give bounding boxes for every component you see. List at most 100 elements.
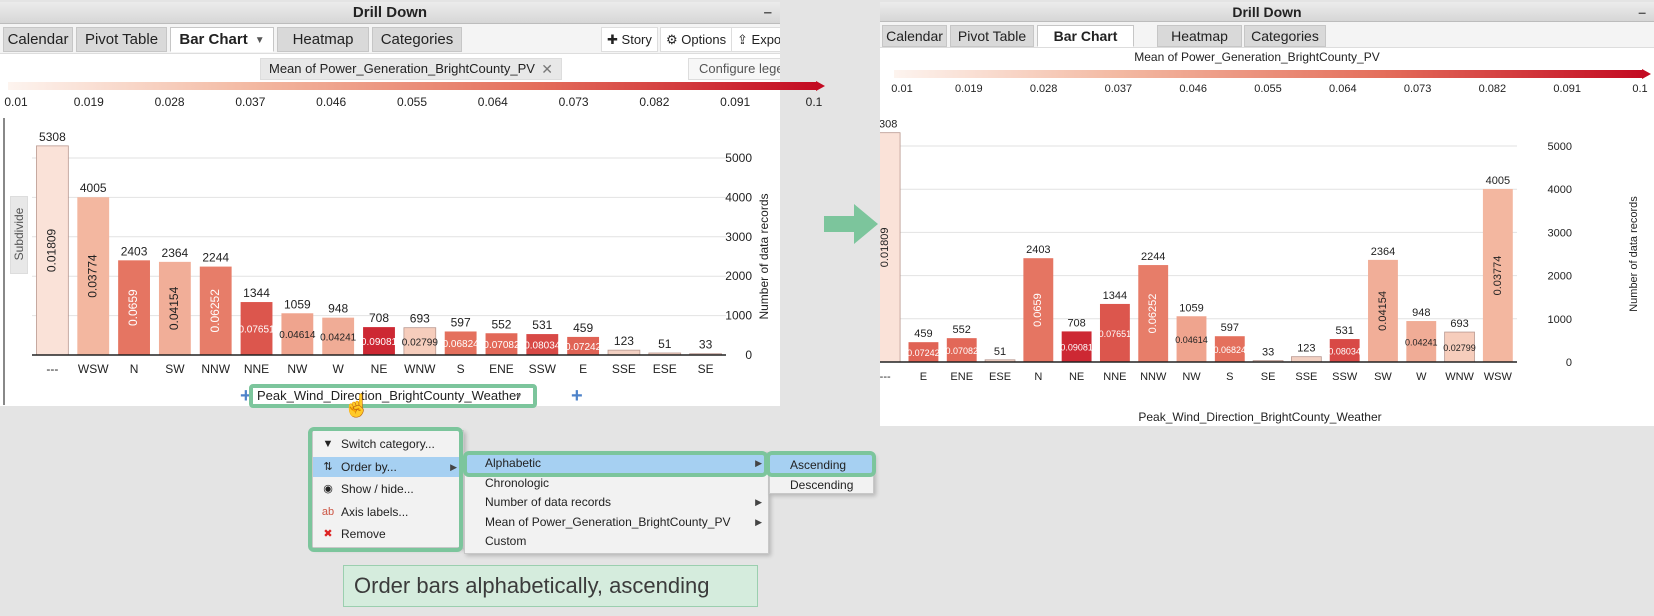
- bar: [946, 338, 977, 362]
- bar-count-label: 708: [369, 311, 389, 325]
- legend-tick-label: 0.073: [558, 95, 589, 109]
- bar: [1368, 259, 1398, 362]
- bar-mean-label: 0.01809: [880, 227, 891, 267]
- tab-bar-chart[interactable]: Bar Chart: [1037, 25, 1134, 47]
- legend-end-marker: [1642, 69, 1651, 79]
- x-tick-label: ---: [880, 371, 891, 383]
- x-tick-label: SW: [1374, 371, 1392, 383]
- x-tick-label: WSW: [78, 362, 109, 376]
- menu-item-label: Chronologic: [485, 475, 550, 490]
- chevron-down-icon[interactable]: ▼: [514, 391, 523, 401]
- close-icon[interactable]: ✕: [541, 61, 553, 77]
- bar-count-label: 948: [328, 302, 348, 316]
- export-button[interactable]: ⇪ Export: [731, 27, 780, 52]
- bar-count-label: 2244: [1141, 251, 1165, 263]
- menu-item-axis-labels[interactable]: ab Axis labels...: [313, 502, 463, 522]
- legend-tick-label: 0.028: [154, 95, 185, 109]
- bar-mean-label: 0.08034: [1328, 347, 1361, 357]
- bar-count-label: 459: [573, 321, 593, 335]
- tab-categories[interactable]: Categories: [1244, 25, 1326, 47]
- tab-heatmap[interactable]: Heatmap: [277, 27, 369, 52]
- tab-bar: Calendar Pivot Table Bar Chart ▼ Heatmap …: [0, 24, 780, 54]
- legend-tick-label: 0.064: [477, 95, 508, 109]
- menu-item-label: Mean of Power_Generation_BrightCounty_PV: [485, 514, 731, 529]
- legend-tick-label: 0.019: [955, 83, 983, 95]
- tab-pivot-table[interactable]: Pivot Table: [76, 27, 167, 52]
- legend-tick-label: 0.055: [396, 95, 428, 109]
- x-tick-label: NE: [371, 362, 388, 376]
- bar-count-label: 1059: [1179, 302, 1203, 314]
- menu-item-show-hide[interactable]: ◉ Show / hide...: [313, 479, 463, 499]
- x-tick-label: WNW: [1445, 371, 1474, 383]
- order-by-submenu: Alphabetic ▶ Chronologic Number of data rec…: [464, 452, 769, 554]
- bar: [36, 145, 69, 356]
- bar: [281, 313, 314, 355]
- story-button[interactable]: ✚ Story: [601, 27, 658, 52]
- tab-calendar[interactable]: Calendar: [3, 27, 73, 52]
- menu-item-label: Order by...: [341, 459, 397, 474]
- bar: [526, 334, 559, 355]
- measure-chip[interactable]: Mean of Power_Generation_BrightCounty_PV…: [260, 58, 562, 80]
- add-dimension-right-icon[interactable]: +: [571, 385, 583, 407]
- menu-item-order-by[interactable]: ⇅ Order by... ▶: [313, 456, 463, 477]
- menu-item-label: Alphabetic: [485, 456, 542, 470]
- tab-categories[interactable]: Categories: [372, 27, 462, 52]
- chevron-down-icon[interactable]: ▼: [254, 34, 265, 46]
- bar-mean-label: 0.02799: [402, 337, 439, 348]
- menu-item-label: Switch category...: [341, 437, 435, 451]
- menu-item-switch-category[interactable]: ▼ Switch category...: [313, 434, 463, 454]
- context-menu: ▼ Switch category... ⇅ Order by... ▶ ◉ Show / …: [312, 430, 464, 548]
- bar: [1138, 265, 1169, 362]
- x-tick-label: NNE: [1103, 371, 1126, 383]
- menu-item-label: Show / hide...: [341, 482, 414, 496]
- menu-item-custom[interactable]: Custom: [465, 531, 768, 551]
- y-axis-label: Number of data records: [757, 193, 771, 319]
- x-tick-label: NW: [1182, 371, 1201, 383]
- subdivide-button[interactable]: Subdivide: [10, 196, 28, 274]
- menu-item-number-of-data-records[interactable]: Number of data records ▶: [465, 492, 768, 512]
- menu-item-descending[interactable]: Descending: [770, 475, 873, 495]
- bar: [240, 302, 273, 355]
- bar-mean-label: 0.04241: [1405, 338, 1438, 348]
- tab-bar-chart[interactable]: Bar Chart ▼: [170, 27, 274, 52]
- legend-tick-label: 0.028: [1029, 83, 1058, 95]
- bar-mean-label: 0.04241: [320, 332, 357, 343]
- minimize-icon[interactable]: –: [763, 4, 772, 21]
- menu-item-chronologic[interactable]: Chronologic: [465, 473, 768, 493]
- chevron-right-icon: ▶: [755, 497, 762, 507]
- bar-count-label: 4005: [1486, 175, 1510, 187]
- bar: [118, 260, 150, 355]
- legend-tick-label: 0.091: [720, 95, 751, 109]
- menu-item-alphabetic[interactable]: Alphabetic ▶: [465, 453, 768, 473]
- menu-item-mean-of-power-generation-brightcounty-pv[interactable]: Mean of Power_Generation_BrightCounty_PV…: [465, 512, 768, 532]
- minimize-icon[interactable]: –: [1638, 4, 1646, 20]
- menu-item-remove[interactable]: ✖ Remove: [313, 524, 463, 544]
- right-bar-chart: 0 1000 2000 3000 4000 5000 Number of data reco…: [880, 119, 1640, 383]
- x-tick-label: ENE: [489, 362, 514, 376]
- tab-bar: Calendar Pivot Table Bar Chart Heatmap C…: [880, 22, 1654, 48]
- x-tick-label: SE: [698, 362, 714, 376]
- bar-mean-label: 0.03774: [85, 254, 99, 298]
- tab-calendar[interactable]: Calendar: [882, 25, 947, 47]
- legend-gradient: [8, 82, 816, 90]
- highlight-main-menu: [308, 427, 463, 552]
- x-tick-label: WSW: [1484, 371, 1513, 383]
- add-dimension-left-icon[interactable]: +: [240, 385, 252, 407]
- x-tick-label: E: [579, 362, 587, 376]
- menu-item-ascending[interactable]: Ascending: [770, 455, 873, 475]
- configure-legend-button[interactable]: Configure legend ▼: [688, 58, 780, 80]
- bar-mean-label: 0.0659: [126, 289, 140, 326]
- x-tick-label: SW: [165, 362, 185, 376]
- x-axis-label: Peak_Wind_Direction_BrightCounty_Weather: [1138, 410, 1382, 424]
- bar-mean-label: 0.02799: [1443, 343, 1476, 353]
- bar: [363, 327, 395, 355]
- tab-heatmap[interactable]: Heatmap: [1157, 25, 1242, 47]
- dimension-pill[interactable]: Peak_Wind_Direction_BrightCounty_Weather…: [249, 384, 537, 408]
- bar-count-label: 597: [1221, 322, 1239, 334]
- bar-mean-label: 0.06824: [1214, 345, 1247, 355]
- bar-mean-label: 0.0659: [1032, 293, 1044, 327]
- legend-tick-label: 0.037: [1104, 83, 1133, 95]
- bar: [1329, 339, 1360, 362]
- tab-pivot-table[interactable]: Pivot Table: [950, 25, 1034, 47]
- bar: [1099, 303, 1130, 362]
